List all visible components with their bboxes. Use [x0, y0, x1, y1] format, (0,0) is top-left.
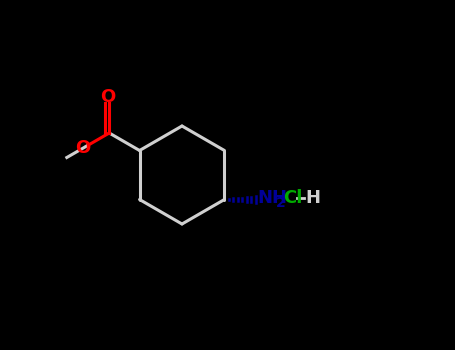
Text: NH: NH: [258, 189, 288, 208]
Text: O: O: [75, 139, 90, 157]
Text: Cl: Cl: [283, 189, 303, 208]
Text: 2: 2: [276, 196, 286, 210]
Text: O: O: [100, 88, 115, 106]
Text: H: H: [305, 189, 320, 208]
